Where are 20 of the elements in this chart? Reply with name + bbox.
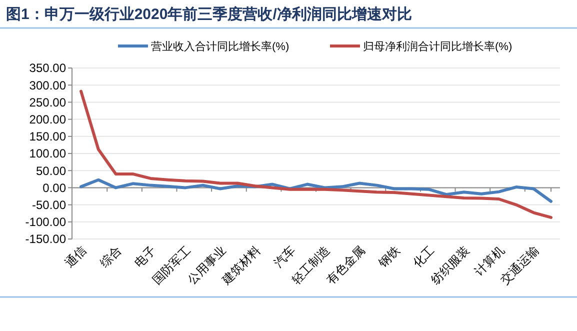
line-series — [80, 90, 552, 219]
y-tick-label: 50.00 — [36, 164, 66, 178]
x-tick-label: 钢铁 — [374, 243, 402, 271]
y-tick-label: 150.00 — [29, 130, 66, 144]
chart-title: 图1：申万一级行业2020年前三季度营收/净利润同比增速对比 — [6, 5, 412, 23]
x-tick-label: 电子 — [132, 243, 159, 270]
y-tick-label: -50.00 — [32, 198, 66, 212]
legend-label: 归母净利润合计同比增长率(%) — [363, 40, 512, 53]
x-tick-label: 化工 — [410, 243, 438, 270]
y-tick-label: 200.00 — [29, 112, 66, 126]
y-tick-label: 300.00 — [29, 78, 66, 92]
y-tick-label: 350.00 — [29, 61, 66, 76]
x-tick-label: 汽车 — [271, 243, 298, 270]
y-tick-label: 100.00 — [29, 146, 66, 161]
y-tick-label: -100.00 — [25, 215, 66, 230]
y-tick-label: 250.00 — [29, 95, 66, 110]
legend-label: 营业收入合计同比增长率(%) — [151, 40, 290, 53]
y-tick-label: 0.00 — [42, 180, 66, 195]
line-series — [80, 178, 552, 203]
x-tick-label: 综合 — [97, 243, 124, 270]
